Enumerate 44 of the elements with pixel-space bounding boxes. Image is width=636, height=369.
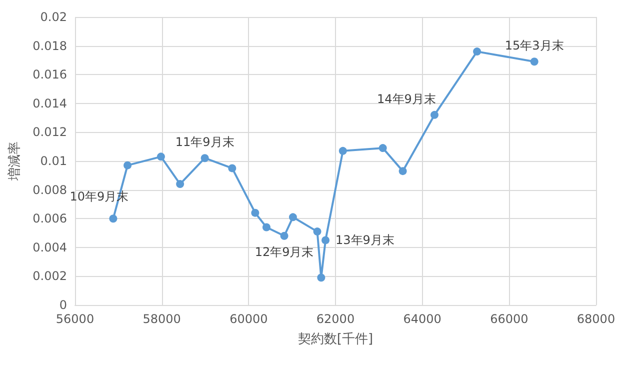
point <box>322 236 330 244</box>
y-tick-label: 0.014 <box>32 96 67 110</box>
point <box>251 208 260 217</box>
x-tick-label: 58000 <box>142 312 181 326</box>
annotation: 11年9月末 <box>175 135 234 150</box>
y-tick-label: 0.016 <box>32 68 67 82</box>
point <box>156 152 165 161</box>
y-tick-label: 0.012 <box>32 125 67 140</box>
y-tick-label: 0.01 <box>40 154 67 168</box>
point <box>317 274 326 282</box>
point <box>313 228 322 236</box>
point <box>262 223 270 232</box>
point <box>280 232 288 240</box>
point <box>124 161 132 170</box>
point <box>378 144 387 152</box>
point <box>338 146 347 155</box>
y-tick-label: 0 <box>59 298 67 312</box>
annotation: 13年9月末 <box>336 233 394 248</box>
point <box>109 214 118 223</box>
point <box>473 48 482 56</box>
x-tick-label: 64000 <box>403 312 442 326</box>
y-tick-label: 0.002 <box>32 269 67 284</box>
y-tick-label: 0.018 <box>32 38 67 53</box>
y-tick-label: 0.02 <box>40 10 67 24</box>
point <box>288 213 297 222</box>
x-axis-title: 契約数[千件] <box>298 332 374 347</box>
x-tick-label: 60000 <box>230 312 268 326</box>
annotation: 15年3月末 <box>504 38 564 53</box>
y-axis-title: 増減率 <box>6 142 23 182</box>
point <box>176 180 184 188</box>
x-tick-label: 68000 <box>576 312 616 326</box>
y-tick-label: 0.004 <box>32 240 67 254</box>
y-tick-label: 0.006 <box>32 212 67 226</box>
point <box>530 58 538 66</box>
point <box>228 164 236 172</box>
y-tick-label: 0.008 <box>32 182 67 197</box>
point <box>430 110 438 119</box>
annotation: 12年9月末 <box>254 244 314 259</box>
point <box>200 154 209 162</box>
x-tick-label: 66000 <box>490 312 528 326</box>
annotation: 14年9月末 <box>377 92 436 106</box>
point <box>398 167 407 176</box>
x-tick-label: 62000 <box>316 312 355 326</box>
x-tick-label: 56000 <box>56 312 94 326</box>
